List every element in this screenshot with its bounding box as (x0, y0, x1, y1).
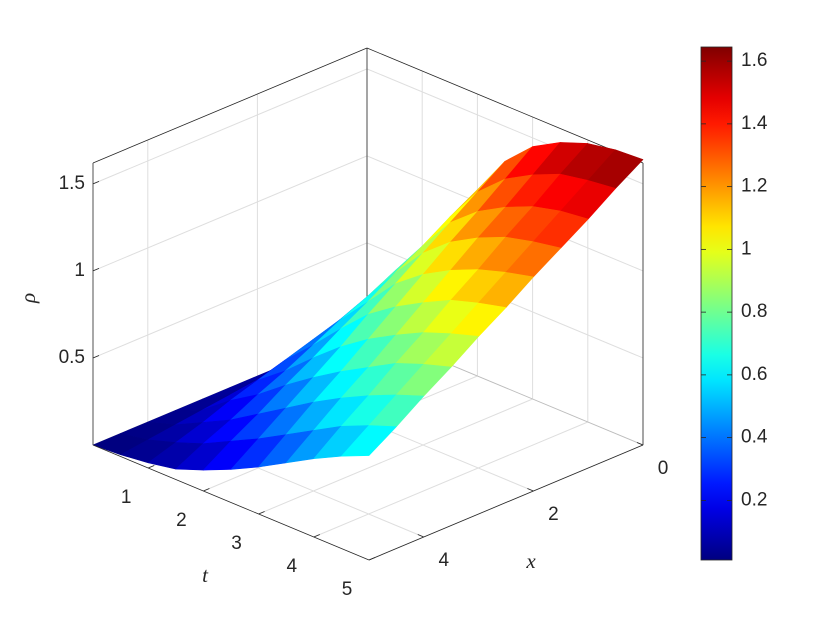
z-tick (92, 181, 100, 185)
colorbar-tick-label: 1.4 (741, 113, 768, 134)
t-tick (258, 511, 265, 515)
surface (92, 142, 644, 471)
box-edge (92, 47, 368, 164)
colorbar-tick-label: 0.4 (741, 427, 768, 448)
x-tick-label: 4 (439, 550, 450, 571)
colorbar-tick-label: 1.6 (741, 50, 767, 71)
x-axis-label: x (525, 549, 536, 573)
x-tick-label: 0 (658, 458, 669, 479)
colorbar-tick-label: 0.2 (741, 489, 767, 510)
z-tick-label: 0.5 (59, 347, 85, 368)
t-tick (203, 488, 210, 492)
z-tick (92, 355, 100, 359)
colorbar-tick-label: 0.6 (741, 364, 767, 385)
t-tick-label: 2 (176, 510, 187, 531)
z-tick (92, 268, 100, 272)
colorbar-tick-label: 0.8 (741, 301, 767, 322)
z-tick-label: 1.5 (59, 173, 85, 194)
t-tick (148, 465, 155, 469)
x-tick (527, 488, 534, 492)
colorbar-tick-label: 1.2 (741, 176, 767, 197)
surface-patch (341, 425, 397, 457)
z-tick-label: 1 (74, 260, 85, 281)
x-tick (417, 534, 424, 538)
t-axis-label: t (202, 563, 209, 587)
t-tick (313, 534, 320, 538)
z-axis-label: ρ (16, 293, 40, 304)
x-tick (636, 442, 644, 446)
box-edge (368, 444, 644, 561)
t-tick-label: 4 (287, 556, 298, 577)
t-tick-label: 5 (342, 579, 353, 600)
axes-box (92, 47, 644, 561)
x-tick-label: 2 (548, 504, 559, 525)
t-tick (368, 557, 376, 561)
box-edge (92, 444, 370, 561)
axes-front: 0.5 1 1.5 1 2 3 4 5 0 2 4 (59, 173, 669, 600)
colorbar (700, 46, 733, 561)
colorbar-tick-label: 1 (741, 238, 752, 259)
t-tick-label: 1 (121, 487, 132, 508)
box-edge (366, 47, 644, 164)
t-tick-label: 3 (231, 533, 242, 554)
